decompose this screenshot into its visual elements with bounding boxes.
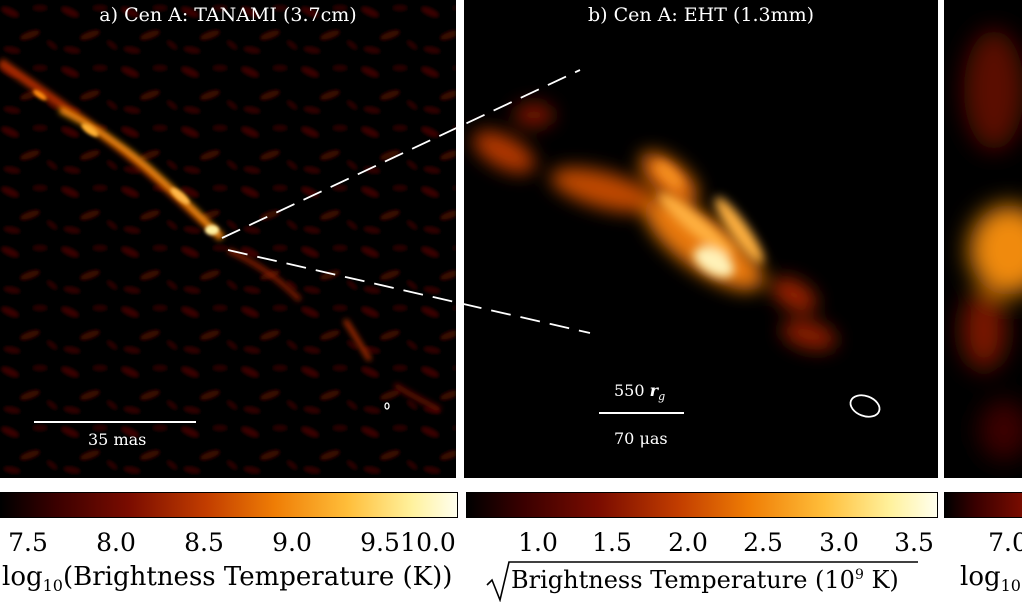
colorbar-c xyxy=(944,492,1022,518)
colorbar-c-tick: 7.0 xyxy=(988,528,1022,557)
panel-c-jet-image xyxy=(962,30,1022,460)
colorbar-a-tick: 9.0 xyxy=(272,528,312,557)
colorbar-b-tick: 2.5 xyxy=(743,528,783,557)
colorbar-a-label: log10(Brightness Temperature (K)) xyxy=(2,562,452,595)
colorbar-b-tick: 3.5 xyxy=(894,528,934,557)
colorbar-b-label-text: Brightness Temperature (10 xyxy=(511,566,855,594)
colorbar-b-label-sup: 9 xyxy=(854,567,864,583)
scale-label-b-top-value: 550 xyxy=(614,381,645,400)
scale-bar-a xyxy=(34,421,196,423)
panel-b-eht-image: b) Cen A: EHT (1.3mm) 550 rg 70 μas xyxy=(464,0,938,478)
panel-a-tanami-image: a) Cen A: TANAMI (3.7cm) 35 mas xyxy=(0,0,456,478)
beam-ellipse-b xyxy=(849,394,881,418)
colorbar-a-tick: 8.0 xyxy=(96,528,136,557)
colorbar-b-tick: 2.0 xyxy=(668,528,708,557)
colorbar-b xyxy=(466,492,938,518)
eht-jet-image xyxy=(473,103,881,418)
panel-c-image-cropped xyxy=(944,0,1022,478)
colorbar-a-tick: 7.5 xyxy=(8,528,48,557)
colorbar-a-tick: 8.5 xyxy=(184,528,224,557)
panel-a-title: a) Cen A: TANAMI (3.7cm) xyxy=(99,4,357,26)
colorbar-b-label-end: K) xyxy=(863,566,899,594)
colorbar-a-label-sub: 10 xyxy=(42,576,63,596)
colorbar-c-label: log10 xyxy=(960,562,1021,595)
scale-label-b-top-sub: g xyxy=(658,390,666,404)
colorbar-b-tick: 1.0 xyxy=(518,528,558,557)
scale-label-b-top-unit: r xyxy=(649,381,659,400)
scale-label-b-bottom: 70 μas xyxy=(614,429,668,448)
scale-label-b-top: 550 rg xyxy=(614,381,665,403)
colorbar-a-tick: 10.0 xyxy=(400,528,456,557)
panel-b-title: b) Cen A: EHT (1.3mm) xyxy=(587,4,815,26)
colorbar-b-tick: 1.5 xyxy=(592,528,632,557)
colorbar-c-label-prefix: log xyxy=(960,562,1001,592)
scale-bar-b xyxy=(599,412,684,414)
beam-ellipse-a xyxy=(384,402,390,410)
colorbar-a-label-rest: (Brightness Temperature (K)) xyxy=(62,562,453,592)
colorbar-b-tick: 3.0 xyxy=(819,528,859,557)
colorbar-c-label-sub: 10 xyxy=(1000,576,1021,596)
colorbar-a-label-prefix: log xyxy=(2,562,43,592)
tanami-jet-image xyxy=(0,0,456,478)
colorbar-b-label: Brightness Temperature (109 K) xyxy=(511,566,899,594)
scale-label-a: 35 mas xyxy=(88,430,147,449)
colorbar-a xyxy=(0,492,458,518)
colorbar-a-tick: 9.5 xyxy=(360,528,400,557)
